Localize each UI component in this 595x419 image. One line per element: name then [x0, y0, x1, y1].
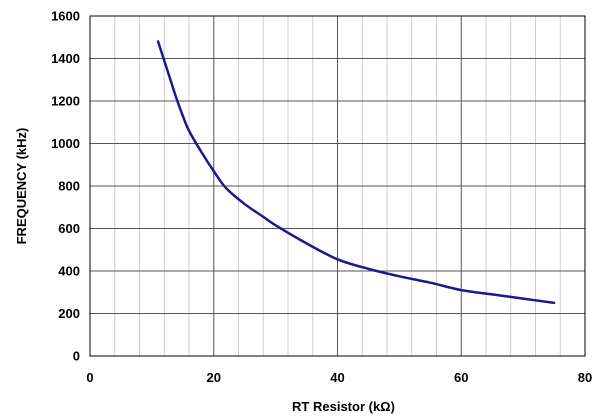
x-tick-label: 0 [86, 370, 93, 385]
y-tick-label: 1400 [51, 51, 80, 66]
y-axis-title: FREQUENCY (kHz) [14, 128, 29, 245]
x-tick-label: 60 [454, 370, 468, 385]
y-tick-label: 1200 [51, 94, 80, 109]
y-tick-labels: 0 200 400 600 800 1000 1200 1400 1600 [51, 9, 80, 364]
x-tick-labels: 0 20 40 60 80 [86, 370, 592, 385]
major-grid [90, 16, 585, 356]
x-tick-label: 40 [330, 370, 344, 385]
y-tick-label: 200 [58, 306, 80, 321]
y-tick-label: 600 [58, 221, 80, 236]
y-tick-label: 1600 [51, 9, 80, 24]
y-tick-label: 1000 [51, 136, 80, 151]
frequency-curve [156, 40, 556, 305]
y-tick-label: 0 [73, 349, 80, 364]
y-tick-label: 400 [58, 264, 80, 279]
series-layer [156, 40, 556, 305]
x-axis-title: RT Resistor (kΩ) [292, 399, 395, 414]
x-tick-label: 80 [578, 370, 592, 385]
plot-frame [89, 15, 586, 357]
y-tick-label: 800 [58, 179, 80, 194]
x-tick-label: 20 [207, 370, 221, 385]
